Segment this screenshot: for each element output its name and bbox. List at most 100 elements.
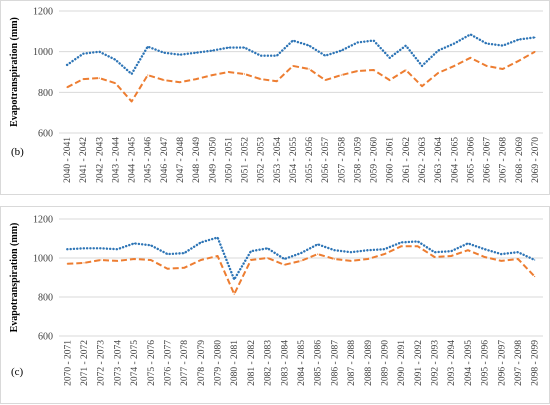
data-point-s1 <box>350 260 352 262</box>
series-line-1 <box>66 50 536 103</box>
panel-label: (b) <box>11 146 24 158</box>
data-point-s1 <box>163 79 165 81</box>
data-point-s1 <box>308 68 310 70</box>
data-point-s0 <box>373 39 375 42</box>
x-tick-label: 2076 - 2077 <box>163 340 173 386</box>
x-tick-label: 2070 - 2071 <box>63 340 73 386</box>
x-tick-label: 2044 - 2045 <box>128 137 138 183</box>
data-point-s0 <box>292 39 294 42</box>
data-point-s1 <box>400 245 402 247</box>
data-point-s1 <box>483 256 486 258</box>
x-tick-label: 2068 - 2069 <box>515 137 525 183</box>
data-point-s1 <box>373 69 375 71</box>
x-tick-label: 2049 - 2050 <box>208 137 218 183</box>
data-point-s1 <box>333 258 335 260</box>
data-point-s0 <box>485 42 488 45</box>
data-point-s0 <box>483 248 486 250</box>
data-point-s1 <box>453 65 455 67</box>
data-point-s1 <box>502 68 504 70</box>
data-point-s0 <box>250 250 252 252</box>
x-tick-label: 2091 - 2092 <box>414 340 424 386</box>
data-point-s0 <box>179 54 181 56</box>
data-point-s1 <box>66 86 68 88</box>
data-point-s0 <box>340 50 342 52</box>
data-point-s1 <box>150 259 152 261</box>
data-point-s0 <box>400 241 402 243</box>
data-point-s1 <box>267 257 269 259</box>
x-tick-label: 2069 - 2070 <box>531 137 541 183</box>
x-tick-label: 2059 - 2060 <box>370 137 380 183</box>
data-point-s0 <box>83 247 85 249</box>
data-point-s0 <box>195 52 197 54</box>
x-tick-label: 2063 - 2064 <box>434 137 444 183</box>
x-tick-label: 2052 - 2053 <box>257 137 267 183</box>
y-tick-label: 800 <box>38 88 53 99</box>
x-tick-label: 2072 - 2073 <box>97 340 107 386</box>
x-tick-label: 2083 - 2084 <box>280 340 290 386</box>
x-tick-label: 2094 - 2095 <box>464 340 474 386</box>
x-tick-label: 2089 - 2090 <box>380 340 390 386</box>
data-point-s0 <box>417 240 419 243</box>
chart-panel-b: 600 800 1000 1200 Evapotranspiration (mm) 204… <box>0 0 550 195</box>
data-point-s1 <box>356 70 359 72</box>
x-tick-label: 2096 - 2097 <box>497 340 507 386</box>
x-tick-label: 2080 - 2081 <box>230 340 240 386</box>
data-point-s1 <box>114 82 117 84</box>
data-point-s1 <box>469 57 471 59</box>
y-tick-label: 1000 <box>33 254 53 265</box>
data-point-s1 <box>467 249 469 251</box>
data-point-s1 <box>98 77 100 79</box>
x-tick-label: 2093 - 2094 <box>447 340 457 386</box>
data-point-s0 <box>260 55 262 57</box>
x-tick-label: 2077 - 2078 <box>180 340 190 386</box>
data-point-s0 <box>216 236 219 239</box>
data-point-s0 <box>183 252 185 254</box>
x-tick-label: 2043 - 2044 <box>111 137 121 183</box>
data-point-s0 <box>227 47 229 49</box>
x-tick-label: 2047 - 2048 <box>176 137 186 183</box>
x-tick-label: 2088 - 2089 <box>364 340 374 386</box>
data-point-s0 <box>166 253 169 255</box>
x-tick-label: 2074 - 2075 <box>130 340 140 386</box>
data-point-s0 <box>163 52 165 54</box>
data-point-s0 <box>367 249 369 251</box>
x-tick-label: 2050 - 2051 <box>224 137 234 183</box>
data-point-s1 <box>300 260 302 262</box>
data-point-s0 <box>131 73 133 75</box>
x-tick-label: 2053 - 2054 <box>273 137 283 183</box>
data-point-s1 <box>83 262 85 264</box>
x-tick-label: 2095 - 2096 <box>481 340 491 386</box>
data-point-s0 <box>405 44 407 47</box>
data-point-s1 <box>233 293 235 295</box>
y-tick-label: 600 <box>38 129 53 140</box>
data-point-s1 <box>500 260 502 262</box>
data-point-s1 <box>405 69 407 71</box>
data-point-s1 <box>260 78 262 80</box>
data-point-s1 <box>367 258 369 260</box>
data-point-s0 <box>356 41 359 44</box>
x-tick-label: 2056 - 2057 <box>321 137 331 183</box>
chart-b-svg: 600 800 1000 1200 Evapotranspiration (mm) 204… <box>9 7 543 183</box>
data-point-s0 <box>502 44 504 47</box>
x-tick-label: 2082 - 2083 <box>264 340 274 386</box>
data-point-s1 <box>166 268 169 270</box>
data-point-s0 <box>133 242 135 244</box>
x-tick-label: 2057 - 2058 <box>337 137 347 183</box>
x-tick-label: 2066 - 2067 <box>483 137 493 183</box>
data-point-s0 <box>66 248 68 250</box>
data-point-s0 <box>82 53 84 55</box>
data-point-s0 <box>534 36 536 39</box>
data-point-s1 <box>437 72 439 74</box>
data-point-s1 <box>417 245 419 247</box>
x-tick-label: 2054 - 2055 <box>289 137 299 183</box>
x-tick-label: 2065 - 2066 <box>466 137 476 183</box>
data-point-s0 <box>150 244 152 246</box>
data-point-s0 <box>421 65 423 67</box>
data-point-s0 <box>534 259 536 261</box>
data-point-s0 <box>300 252 302 254</box>
x-tick-label: 2090 - 2091 <box>397 340 407 386</box>
data-point-s1 <box>147 74 149 76</box>
data-point-s0 <box>517 251 519 253</box>
data-point-s0 <box>389 57 391 59</box>
x-tick-label: 2042 - 2043 <box>95 137 105 183</box>
